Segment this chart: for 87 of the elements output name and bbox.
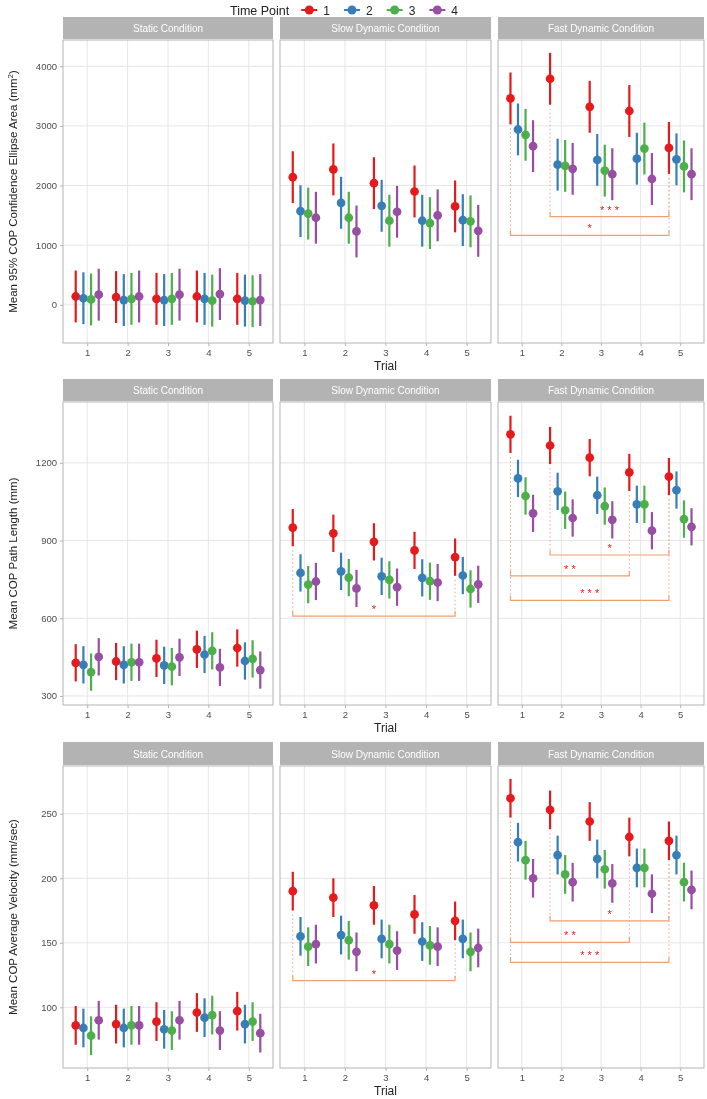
legend-label: 2 [365,4,373,18]
y-tick-label: 100 [41,1001,57,1013]
x-tick-label: 1 [302,708,308,720]
x-tick-label: 2 [559,346,565,358]
chart-title: Static Condition [132,23,204,34]
chart-title: Slow Dynamic Condition [331,23,440,34]
annotation: * [607,907,613,920]
x-tick-label: 4 [638,346,644,358]
x-tick-label: 1 [85,708,91,720]
chart-title: Fast Dynamic Condition [547,385,655,396]
x-tick-label: 5 [464,346,470,358]
x-tick-label: 4 [206,1071,212,1083]
chart-title: Fast Dynamic Condition [547,23,655,34]
x-tick-label: 4 [423,708,430,720]
x-tick-label: 5 [246,1071,252,1083]
x-tick-label: 2 [125,346,131,358]
x-tick-label: 2 [342,1071,349,1083]
x-tick-label: 5 [246,708,252,720]
x-tick-label: 3 [383,1071,389,1083]
x-tick-label: 5 [678,1071,684,1083]
x-tick-label: 3 [165,1071,172,1083]
x-tick-label: 2 [125,708,131,720]
x-tick-label: 1 [302,1071,308,1083]
x-tick-label: 4 [423,1071,430,1083]
x-tick-label: 5 [246,346,252,358]
x-axis-title: Trial [374,359,397,373]
y-tick-label: 150 [41,937,57,949]
x-tick-label: 4 [206,708,212,720]
y-tick-label: 3000 [35,120,57,132]
annotation: * [371,603,377,616]
x-tick-label: 2 [125,1071,131,1083]
y-axis-title: Mean COP Path Length (mm) [7,477,19,630]
x-tick-label: 4 [423,346,430,358]
x-tick-label: 2 [342,346,349,358]
x-tick-label: 1 [302,346,308,358]
x-tick-label: 1 [85,346,91,358]
annotation: * * [564,562,577,575]
y-tick-label: 900 [41,535,57,547]
x-tick-label: 3 [383,708,389,720]
y-tick-label: 300 [41,690,57,702]
chart-title: Fast Dynamic Condition [547,748,655,760]
chart-title: Static Condition [132,385,204,396]
annotation: * * [564,929,577,942]
x-tick-label: 4 [206,346,212,358]
annotation: * [587,222,593,235]
y-tick-label: 600 [41,612,57,624]
x-tick-label: 1 [519,1071,525,1083]
x-tick-label: 2 [559,1071,565,1083]
annotation: * * * [580,949,600,962]
x-axis-title: Trial [374,721,397,735]
y-tick-label: 1000 [35,239,57,251]
legend-label: 3 [408,4,416,18]
annotation: * * * [600,203,620,216]
legend-title: Time Point [230,4,290,18]
y-tick-label: 1200 [35,457,57,469]
x-tick-label: 4 [638,708,644,720]
legend-label: 4 [451,4,459,18]
x-tick-label: 3 [165,346,172,358]
x-tick-label: 4 [638,1071,644,1083]
chart-title: Slow Dynamic Condition [331,385,440,396]
x-tick-label: 5 [464,1071,470,1083]
y-tick-label: 4000 [35,60,57,72]
y-axis-title: Mean COP Average Velocity (mm/sec) [7,818,19,1015]
chart-title: Static Condition [132,748,204,760]
legend-label: 1 [323,4,331,18]
annotation: * * * [580,587,600,600]
annotation: * [371,967,377,980]
annotation: * [607,542,613,555]
x-tick-label: 3 [598,1071,605,1083]
x-tick-label: 3 [598,346,605,358]
x-tick-label: 5 [464,708,470,720]
x-tick-label: 2 [559,708,565,720]
x-tick-label: 3 [598,708,605,720]
x-tick-label: 1 [519,346,525,358]
y-tick-label: 200 [41,872,57,884]
y-tick-label: 0 [51,299,57,311]
x-tick-label: 5 [678,708,684,720]
chart-title: Slow Dynamic Condition [331,748,440,760]
x-axis-title: Trial [374,1084,397,1098]
y-tick-label: 250 [41,808,57,820]
x-tick-label: 3 [383,346,389,358]
x-tick-label: 3 [165,708,172,720]
x-tick-label: 1 [85,1071,91,1083]
x-tick-label: 5 [678,346,684,358]
y-tick-label: 2000 [35,180,57,192]
x-tick-label: 2 [342,708,349,720]
x-tick-label: 1 [519,708,525,720]
